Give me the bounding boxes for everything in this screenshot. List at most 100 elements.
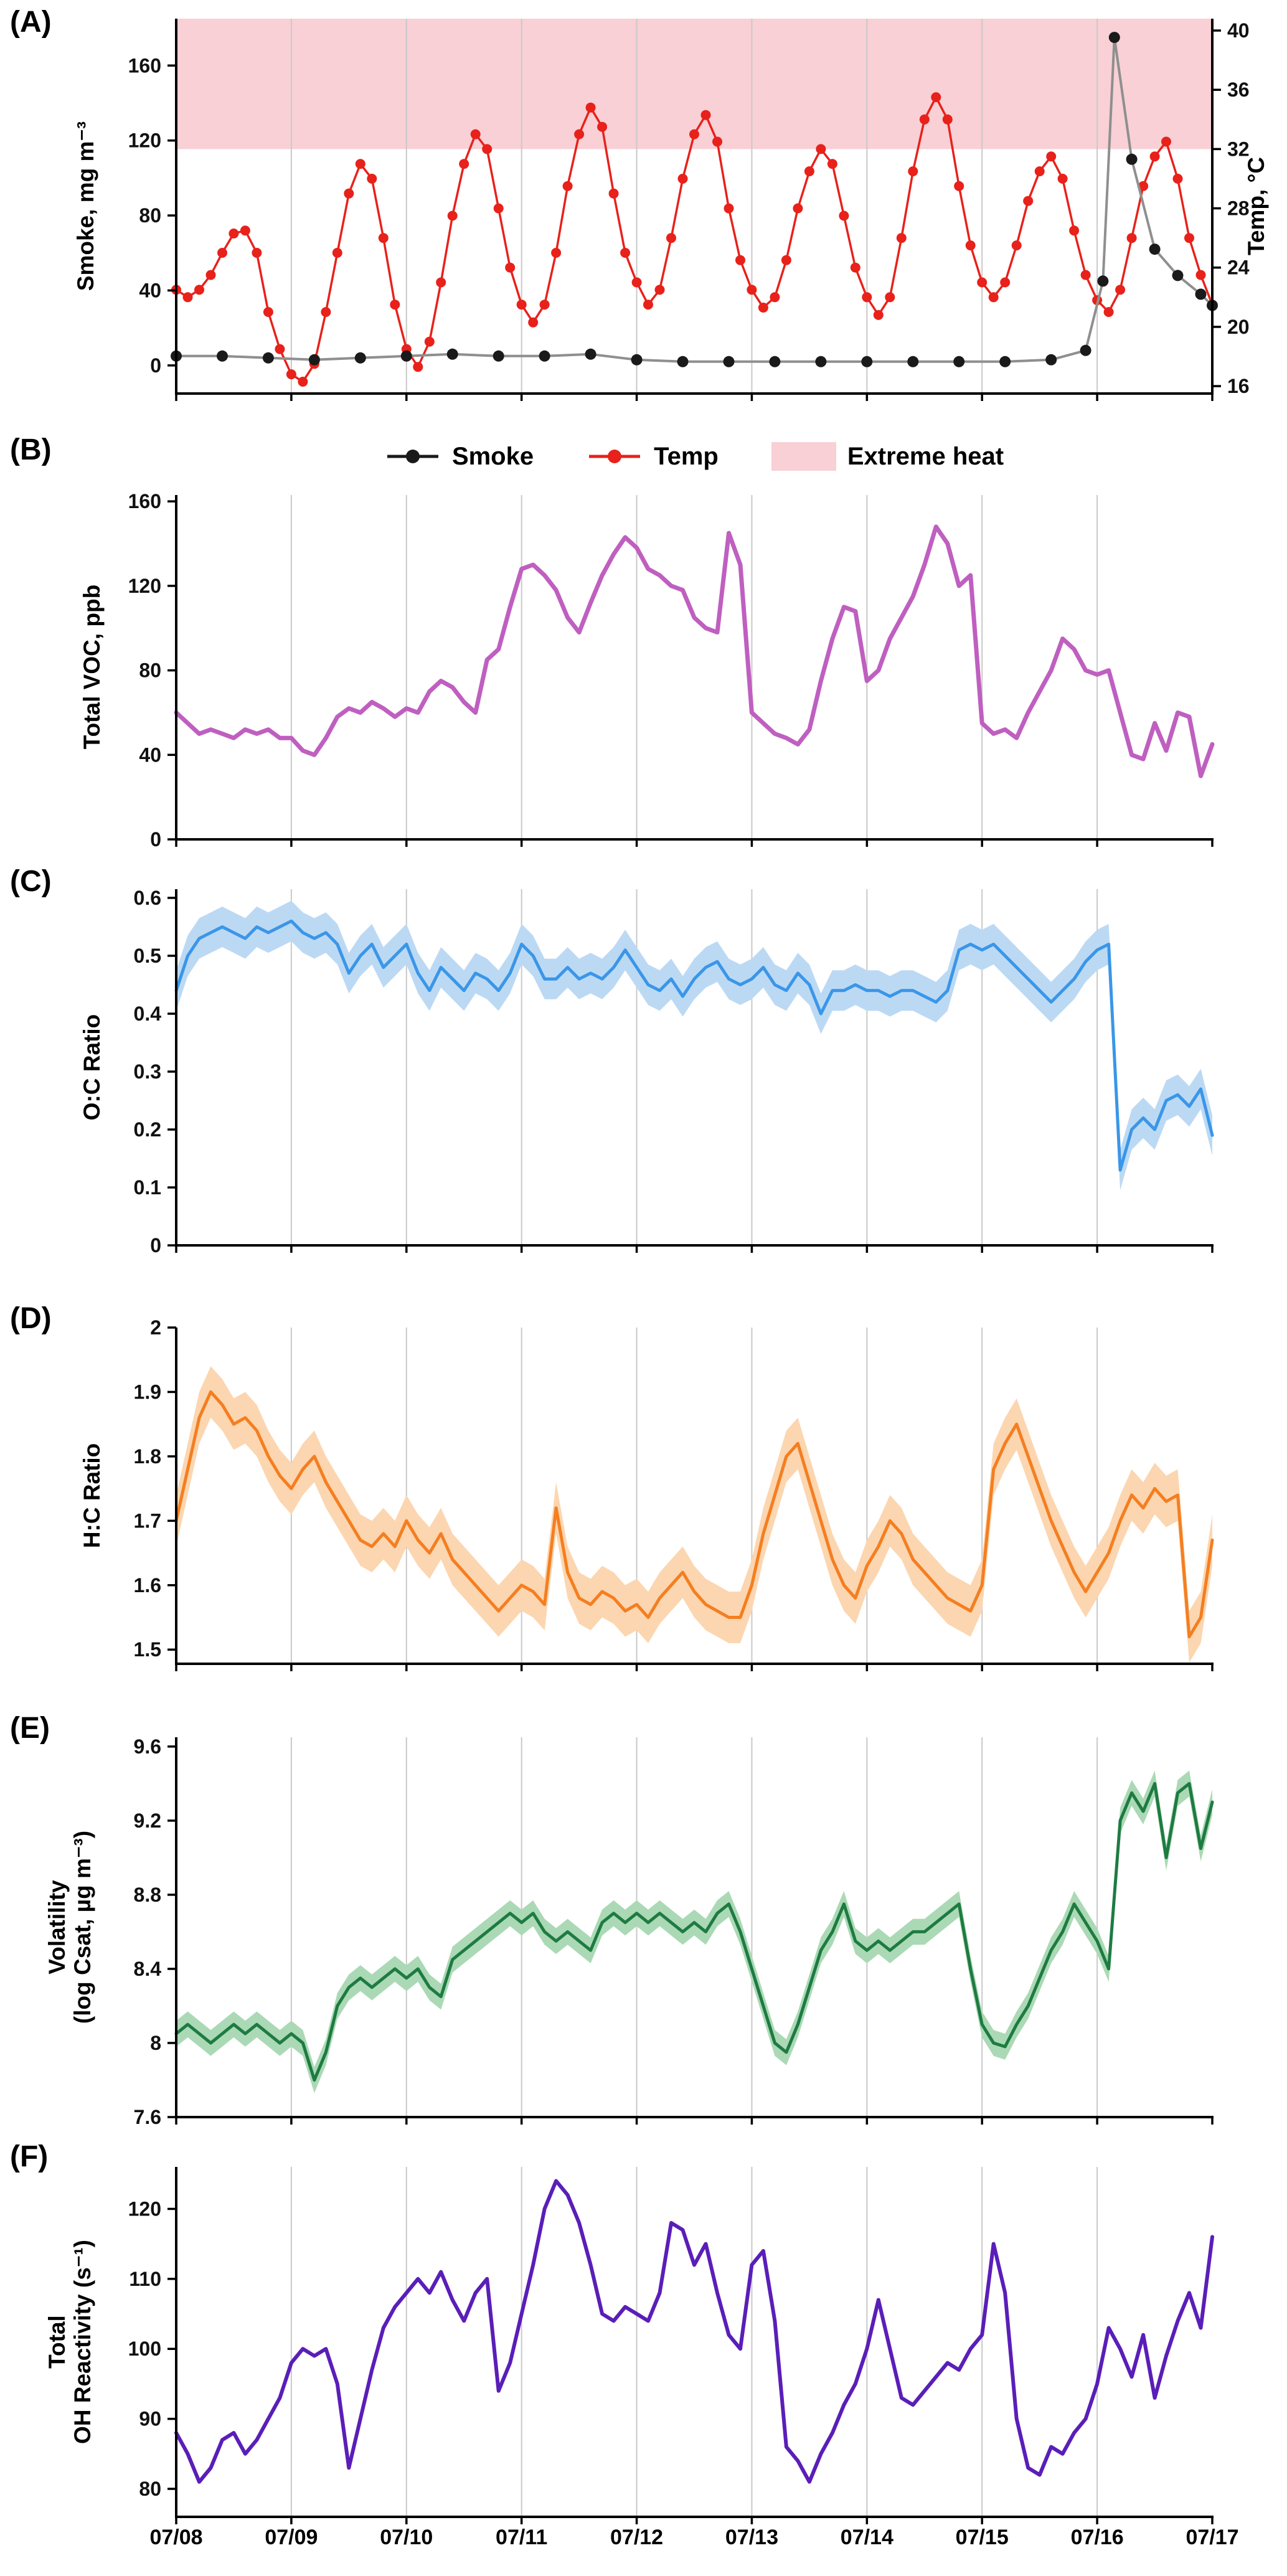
y-tick-label: 9.2 <box>134 1809 161 1832</box>
temp-legend-marker-icon <box>589 450 641 463</box>
temp-marker <box>643 300 653 310</box>
y-tick-label: 0.3 <box>134 1060 161 1083</box>
temp-marker <box>1184 233 1194 243</box>
y-tick-label: 1.5 <box>134 1638 161 1661</box>
y-tick-label: 1.6 <box>134 1574 161 1597</box>
y-tick-label: 90 <box>139 2408 161 2430</box>
y-tick-label: 120 <box>128 2197 161 2220</box>
temp-marker <box>677 174 688 184</box>
temp-marker <box>470 129 481 139</box>
temp-marker <box>793 203 803 214</box>
temp-marker <box>194 285 204 295</box>
y-axis-title-text: OH Reactivity (s⁻¹) <box>70 2240 95 2444</box>
smoke-marker <box>723 356 735 367</box>
right-y-tick-label: 28 <box>1227 197 1250 220</box>
temp-marker <box>724 203 734 214</box>
smoke-legend-marker-icon <box>387 450 438 463</box>
temp-marker <box>1011 240 1022 251</box>
temp-marker <box>355 159 365 169</box>
temp-marker <box>321 307 331 318</box>
y-tick-label: 8 <box>150 2032 161 2054</box>
panel-e-label: (E) <box>10 1712 50 1745</box>
x-tick-label: 07/11 <box>496 2526 548 2549</box>
temp-marker <box>1046 151 1057 162</box>
temp-marker <box>654 285 665 295</box>
smoke-marker <box>999 356 1011 367</box>
legend-label-extreme-heat: Extreme heat <box>847 442 1004 470</box>
smoke-marker <box>1195 288 1207 300</box>
x-tick-label: 07/10 <box>380 2526 433 2549</box>
smoke-marker <box>1045 354 1057 366</box>
smoke-marker <box>1097 275 1109 287</box>
legend-label-temp: Temp <box>654 442 719 470</box>
temp-marker <box>700 110 711 120</box>
y-tick-label: 7.6 <box>134 2106 161 2128</box>
right-y-tick-label: 36 <box>1227 78 1250 101</box>
y-tick-label: 0.1 <box>134 1176 161 1199</box>
temp-marker <box>908 166 918 177</box>
temp-marker <box>804 166 814 177</box>
temp-marker <box>493 203 504 214</box>
panel-d-label: (D) <box>10 1302 52 1335</box>
temp-marker <box>1000 277 1011 288</box>
legend-item-extreme-heat: Extreme heat <box>771 442 1004 471</box>
y-tick-label: 160 <box>128 490 161 512</box>
y-tick-label: 0.6 <box>134 887 161 909</box>
temp-marker <box>896 233 907 243</box>
temp-marker <box>597 121 608 132</box>
y-tick-label: 110 <box>129 2268 161 2290</box>
x-tick-label: 07/15 <box>955 2526 1009 2549</box>
volatility-line <box>174 1781 1214 2082</box>
smoke-marker <box>493 350 504 362</box>
y-tick-label: 80 <box>139 204 161 227</box>
panel-c-plot: 0 0.1 0.2 0.3 0.4 0.5 0.6 <box>134 887 1214 1257</box>
y-axis-title-text: Total <box>44 2315 70 2369</box>
temp-marker <box>839 210 849 221</box>
y-axis-title-text: Smoke, mg m⁻³ <box>73 121 99 291</box>
smoke-marker <box>1108 32 1120 44</box>
smoke-marker <box>953 356 965 367</box>
temp-marker <box>424 336 435 347</box>
y-tick-label: 0 <box>150 354 161 377</box>
temp-marker <box>528 317 539 328</box>
temp-marker <box>1115 285 1126 295</box>
temp-marker <box>505 262 516 273</box>
x-tick-label: 07/08 <box>149 2526 203 2549</box>
total-voc-line <box>174 524 1215 778</box>
y-axis-title-text: O:C Ratio <box>79 1014 105 1121</box>
temp-marker <box>781 255 791 265</box>
x-tick-label: 07/13 <box>725 2526 778 2549</box>
y-tick-label: 9.6 <box>134 1735 161 1758</box>
y-axis-title-temp: Temp, °C <box>1219 0 1287 424</box>
temp-marker <box>1057 174 1068 184</box>
temp-marker <box>344 188 354 199</box>
temp-marker <box>482 144 493 154</box>
y-tick-label: 40 <box>139 743 161 766</box>
temp-marker <box>205 270 216 280</box>
smoke-marker <box>1172 270 1184 281</box>
temp-marker <box>747 285 757 295</box>
temp-marker <box>608 188 619 199</box>
smoke-marker <box>308 354 320 366</box>
temp-marker <box>551 248 562 258</box>
y-tick-label: 1.8 <box>134 1445 161 1468</box>
volatility-uncertainty-band <box>176 1770 1212 2093</box>
temp-marker <box>1080 270 1091 280</box>
temp-marker <box>574 129 585 139</box>
smoke-marker <box>262 352 274 364</box>
y-tick-label: 2 <box>150 1316 161 1339</box>
y-tick-label: 160 <box>128 54 161 77</box>
y-tick-label: 80 <box>139 2478 161 2500</box>
h-c-uncertainty-band <box>176 1366 1212 1663</box>
smoke-marker <box>769 356 781 367</box>
legend: Smoke Temp Extreme heat <box>176 442 1212 471</box>
temp-marker <box>827 159 837 169</box>
temp-marker <box>862 292 872 303</box>
legend-item-temp: Temp <box>587 443 719 471</box>
smoke-marker <box>1126 153 1138 165</box>
y-tick-label: 1.7 <box>134 1509 161 1532</box>
temp-marker <box>413 362 423 372</box>
o-c-line <box>174 919 1214 1172</box>
smoke-marker <box>217 350 228 362</box>
temp-marker <box>666 233 676 243</box>
